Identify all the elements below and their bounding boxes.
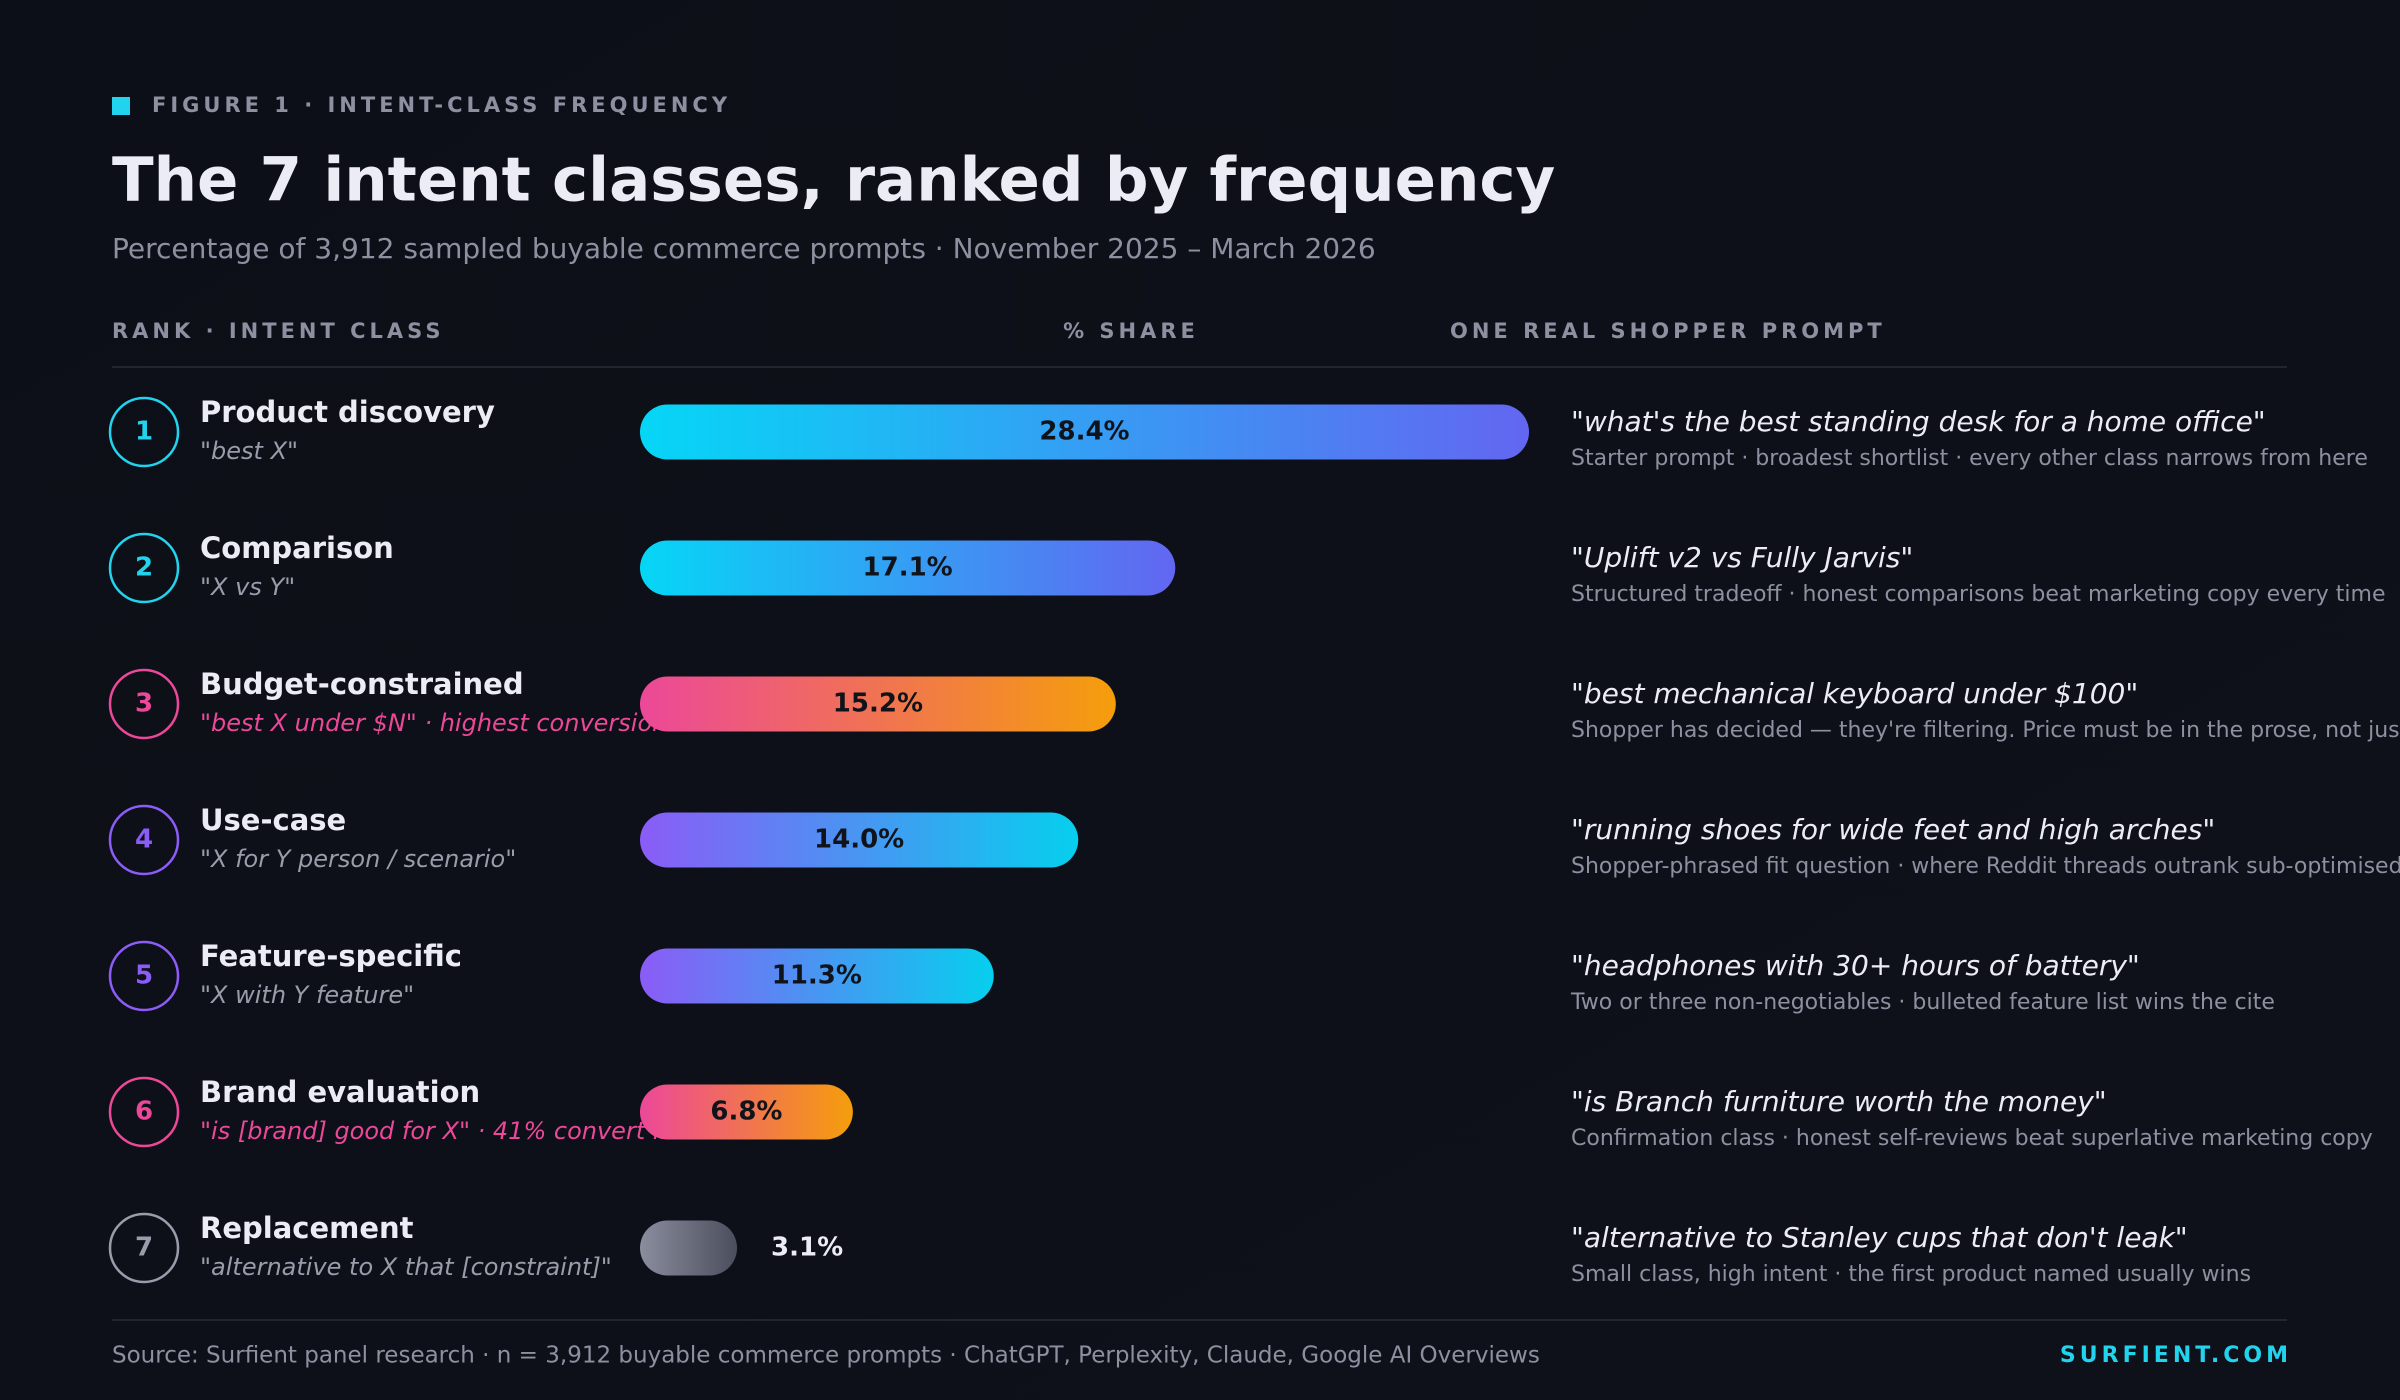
note: Two or three non-negotiables · bulleted … xyxy=(1570,990,2275,1015)
rank-circle xyxy=(108,1212,180,1284)
rank-circle xyxy=(108,804,180,876)
value-label: 3.1% xyxy=(771,1233,843,1263)
value-label: 14.0% xyxy=(814,825,904,855)
note: Structured tradeoff · honest comparisons… xyxy=(1571,582,2386,607)
rank-circle xyxy=(108,940,180,1012)
prompt: "Uplift v2 vs Fully Jarvis" xyxy=(1571,541,1913,574)
description: "alternative to X that [constraint]" xyxy=(200,1253,612,1281)
category: Comparison xyxy=(200,531,394,565)
bar xyxy=(640,948,994,1004)
rank: 4 xyxy=(135,825,153,855)
value-label: 11.3% xyxy=(772,961,862,991)
rank-circle xyxy=(108,668,180,740)
bar xyxy=(640,676,1116,732)
column-header: ONE REAL SHOPPER PROMPT xyxy=(1450,319,1886,343)
description: "best X" xyxy=(200,437,298,465)
note: Shopper has decided — they're filtering.… xyxy=(1571,718,2400,743)
rank: 5 xyxy=(135,961,153,991)
bar xyxy=(640,812,1079,868)
description: "best X under $N" · highest conversion xyxy=(200,709,667,737)
prompt: "alternative to Stanley cups that don't … xyxy=(1571,1221,2188,1254)
value-label: 28.4% xyxy=(1039,417,1129,447)
subtitle: Percentage of 3,912 sampled buyable comm… xyxy=(112,232,1376,265)
prompt: "headphones with 30+ hours of battery" xyxy=(1571,949,2140,982)
source: Source: Surfient panel research · n = 3,… xyxy=(112,1343,1540,1369)
rank: 6 xyxy=(135,1097,153,1127)
note: Small class, high intent · the first pro… xyxy=(1571,1262,2251,1287)
rows: 1 Product discovery "best X" "what's the be… xyxy=(108,395,2400,1287)
chart-title: The 7 intent classes, ranked by frequenc… xyxy=(112,145,1555,216)
rank: 1 xyxy=(135,417,153,447)
value-label: 15.2% xyxy=(833,689,923,719)
rank-circle xyxy=(108,1076,180,1148)
eyebrow: FIGURE 1 · INTENT-CLASS FREQUENCY xyxy=(152,93,731,117)
note: Confirmation class · honest self-reviews… xyxy=(1571,1126,2373,1151)
bar xyxy=(640,1084,853,1140)
rank: 2 xyxy=(135,553,153,583)
category: Replacement xyxy=(200,1211,414,1245)
category: Feature-specific xyxy=(200,939,462,973)
description: "X for Y person / scenario" xyxy=(200,845,516,873)
note: Starter prompt · broadest shortlist · ev… xyxy=(1571,446,2368,471)
description: "X vs Y" xyxy=(200,573,295,601)
column-header: RANK · INTENT CLASS xyxy=(112,319,445,343)
rank-circle xyxy=(108,532,180,604)
note: Shopper-phrased fit question · where Red… xyxy=(1571,854,2400,879)
brand: SURFIENT.COM xyxy=(2060,1343,2292,1368)
category: Brand evaluation xyxy=(200,1075,480,1109)
description: "is [brand] good for X" · 41% convert in… xyxy=(200,1117,728,1145)
description: "X with Y feature" xyxy=(200,981,414,1009)
bar xyxy=(640,404,1529,460)
rank-circle xyxy=(108,396,180,468)
rank: 7 xyxy=(135,1233,153,1263)
category: Product discovery xyxy=(200,395,495,429)
eyebrow-marker xyxy=(112,97,130,115)
bar xyxy=(640,540,1176,596)
value-label: 17.1% xyxy=(863,553,953,583)
prompt: "what's the best standing desk for a hom… xyxy=(1571,405,2266,438)
column-header: % SHARE xyxy=(1063,319,1199,343)
bar xyxy=(640,1220,738,1276)
value-label: 6.8% xyxy=(710,1097,782,1127)
category: Use-case xyxy=(200,803,346,837)
prompt: "running shoes for wide feet and high ar… xyxy=(1571,813,2215,846)
prompt: "is Branch furniture worth the money" xyxy=(1571,1085,2107,1118)
prompt: "best mechanical keyboard under $100" xyxy=(1571,677,2138,710)
rank: 3 xyxy=(135,689,153,719)
category: Budget-constrained xyxy=(200,667,524,701)
